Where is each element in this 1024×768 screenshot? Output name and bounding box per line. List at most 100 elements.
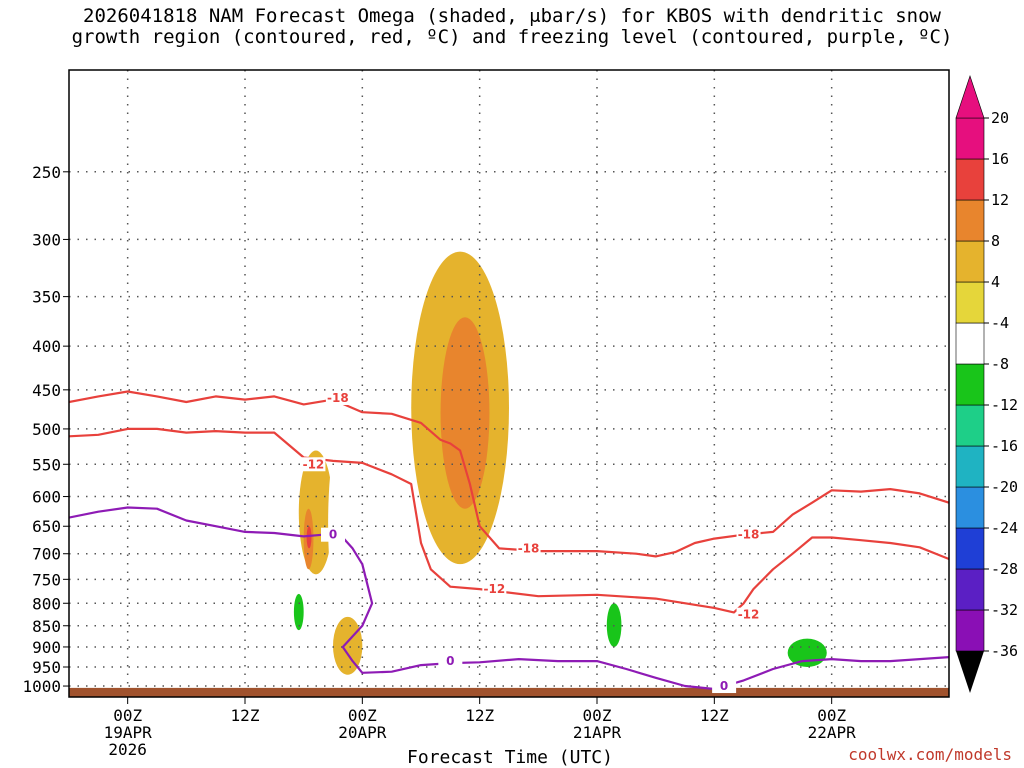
contour-label: 0	[446, 654, 454, 668]
contour-label-bg-7	[438, 654, 463, 669]
y-tick-label: 250	[32, 163, 61, 182]
colorbar-bin-11	[955, 158, 985, 201]
omega-region-10	[370, 263, 375, 297]
colorbar-bin-12	[955, 117, 985, 160]
omega-region-6	[328, 421, 363, 626]
colorbar-label: -12	[991, 396, 1018, 414]
x-tick-label: 12Z	[465, 706, 494, 725]
colorbar-label: 16	[991, 150, 1009, 168]
y-tick-label: 600	[32, 488, 61, 507]
contour-dgz-0	[69, 390, 949, 558]
x-axis-label: Forecast Time (UTC)	[407, 747, 613, 768]
contour-label: -18	[327, 391, 349, 405]
y-tick-label: 800	[32, 594, 61, 613]
contour-freezing-2	[69, 506, 949, 691]
watermark: coolwx.com/models	[848, 745, 1012, 764]
y-tick-label: 650	[32, 517, 61, 536]
y-tick-label: 450	[32, 381, 61, 400]
colorbar-label: -20	[991, 478, 1018, 496]
colorbar-underflow-arrow	[956, 651, 984, 693]
y-tick-label: 900	[32, 638, 61, 657]
y-tick-label: 1000	[22, 677, 61, 696]
y-tick-label: 350	[32, 288, 61, 307]
chart-title-line2: growth region (contoured, red, ºC) and f…	[71, 26, 953, 48]
omega-region-14	[548, 584, 627, 660]
contour-label-bg-2	[516, 541, 541, 556]
contour-label: -18	[738, 528, 760, 542]
omega-region-18	[890, 413, 906, 503]
contour-label-bg-5	[736, 607, 761, 622]
y-tick-label: 500	[32, 420, 61, 439]
x-tick-label: 21APR	[573, 723, 622, 742]
y-tick-label: 550	[32, 455, 61, 474]
x-tick-label: 22APR	[808, 723, 857, 742]
colorbar-label: 12	[991, 191, 1009, 209]
contour-label: 0	[329, 528, 337, 542]
y-tick-label: 750	[32, 570, 61, 589]
x-tick-label: 2026	[108, 740, 147, 759]
colorbar-bin-6	[955, 363, 985, 406]
colorbar-bin-3	[955, 486, 985, 529]
colorbar-label: 4	[991, 273, 1000, 291]
contour-label: -12	[483, 582, 505, 596]
x-tick-label: 19APR	[104, 723, 153, 742]
colorbar-label: 20	[991, 109, 1009, 127]
plot-frame	[68, 69, 950, 698]
colorbar-bin-9	[955, 240, 985, 283]
omega-region-13	[440, 317, 490, 509]
contour-label: -12	[738, 608, 760, 622]
omega-region-8	[352, 89, 360, 172]
terrain	[69, 687, 949, 697]
omega-region-2	[293, 593, 304, 631]
omega-region-0	[186, 531, 275, 656]
colorbar-bin-10	[955, 199, 985, 242]
x-tick-label: 20APR	[338, 723, 387, 742]
x-tick-label: 12Z	[231, 706, 260, 725]
y-tick-label: 700	[32, 545, 61, 564]
colorbar-label: -36	[991, 642, 1018, 660]
contour-label-bg-1	[301, 457, 326, 472]
colorbar-bin-0	[955, 609, 985, 652]
colorbar-bin-7	[955, 322, 985, 365]
y-tick-label: 950	[32, 658, 61, 677]
y-axis: 250 300 350 400 450 500 550 600 650 700 750 800 850 9…	[22, 163, 69, 696]
contour-label-bg-8	[712, 679, 737, 694]
colorbar-label: -24	[991, 519, 1018, 537]
x-tick-label: 00Z	[348, 706, 377, 725]
chart-title: 2026041818 NAM Forecast Omega (shaded, μ…	[0, 6, 1024, 48]
contour-label: 0	[720, 679, 728, 693]
contour-label: -18	[518, 541, 540, 555]
colorbar-label: -8	[991, 355, 1009, 373]
omega-region-7	[333, 616, 363, 675]
colorbar-label: -4	[991, 314, 1009, 332]
colorbar-bin-8	[955, 281, 985, 324]
omega-region-9	[381, 186, 386, 214]
omega-region-11	[264, 327, 271, 390]
y-tick-label: 850	[32, 617, 61, 636]
contour-label-bg-6	[321, 527, 345, 542]
omega-shading	[186, 89, 906, 675]
contour-label-bg-4	[736, 527, 761, 542]
contour-dgz-1	[69, 427, 949, 614]
colorbar-label: -16	[991, 437, 1018, 455]
chart-title-line1: 2026041818 NAM Forecast Omega (shaded, μ…	[83, 5, 941, 27]
colorbar-bin-5	[955, 404, 985, 447]
terrain-band	[69, 687, 949, 697]
colorbar-bin-1	[955, 568, 985, 611]
contour-label-bg-3	[482, 582, 507, 597]
y-tick-label: 400	[32, 337, 61, 356]
omega-region-5	[306, 526, 312, 549]
colorbar: -36 -32 -28 -24 -20 -16 -12 -8 -4 4 8 12 16 20	[955, 75, 1018, 693]
colorbar-label: 8	[991, 232, 1000, 250]
contours: -18 -12 -18 -12 -18 -12 0 0 0	[69, 390, 949, 694]
contour-label-bg-0	[325, 390, 350, 405]
colorbar-label: -28	[991, 560, 1018, 578]
x-tick-label: 12Z	[700, 706, 729, 725]
colorbar-overflow-arrow	[955, 75, 985, 119]
colorbar-bin-4	[955, 445, 985, 488]
x-tick-label: 00Z	[113, 706, 142, 725]
x-tick-label: 00Z	[817, 706, 846, 725]
colorbar-label: -32	[991, 601, 1018, 619]
